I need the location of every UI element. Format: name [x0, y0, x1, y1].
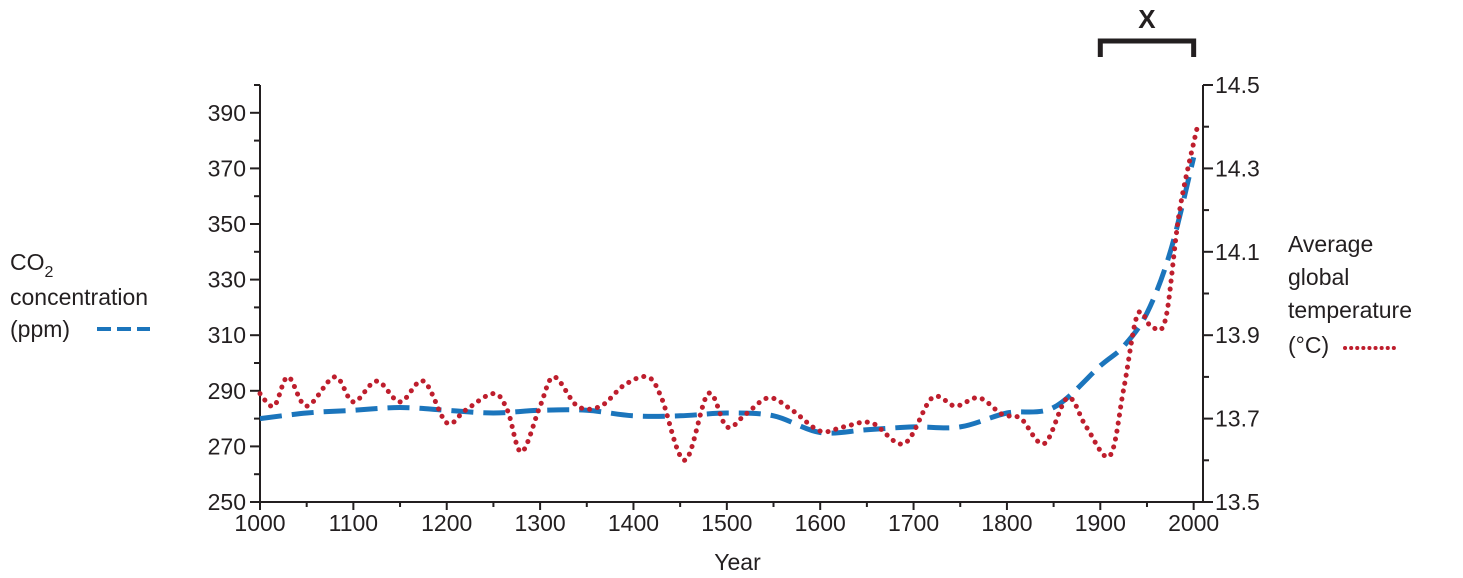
left-tick-label: 390	[208, 100, 246, 126]
right-tick-label: 13.7	[1215, 406, 1260, 432]
left-axis-title-line2: concentration	[10, 284, 148, 310]
x-tick-label: 1200	[421, 510, 472, 536]
right-tick-label: 14.1	[1215, 239, 1260, 265]
left-tick-label: 370	[208, 155, 246, 181]
left-y-ticks: 250 270 290 310 330 350 370 390	[208, 84, 260, 515]
left-axis-title-line3: (ppm)	[10, 316, 70, 342]
axes: 250 270 290 310 330 350 370 390 13.5 13.7 13.9 14.…	[208, 72, 1260, 536]
x-ticks: 1000 1100 1200 1300 1400 1500 1600 1700 1800 1900…	[234, 502, 1219, 536]
left-tick-label: 330	[208, 267, 246, 293]
x-tick-label: 1100	[329, 510, 378, 536]
x-tick-label: 1900	[1075, 510, 1126, 536]
right-axis-title: Average global temperature (°C)	[1288, 231, 1412, 358]
right-y-ticks: 13.5 13.7 13.9 14.1 14.3 14.5	[1203, 72, 1260, 515]
period-bracket: X	[1097, 4, 1197, 57]
left-tick-label: 250	[208, 489, 246, 515]
left-axis-title-co2: CO2	[10, 249, 54, 281]
right-axis-title-line4: (°C)	[1288, 332, 1329, 358]
right-axis-title-line3: temperature	[1288, 297, 1412, 323]
left-tick-label: 350	[208, 211, 246, 237]
x-tick-label: 1600	[795, 510, 846, 536]
x-axis-title: Year	[714, 549, 761, 575]
x-tick-label: 1700	[888, 510, 939, 536]
bracket-shape	[1097, 38, 1197, 57]
left-tick-label: 310	[208, 322, 246, 348]
x-tick-label: 1300	[515, 510, 566, 536]
left-axis-title: CO2 concentration (ppm)	[10, 249, 150, 342]
right-tick-label: 13.5	[1215, 489, 1260, 515]
left-tick-label: 290	[208, 378, 246, 404]
x-tick-label: 1800	[981, 510, 1032, 536]
temperature-series-line	[257, 120, 1201, 463]
right-tick-label: 14.3	[1215, 155, 1260, 181]
left-tick-label: 270	[208, 433, 246, 459]
right-tick-label: 14.5	[1215, 72, 1260, 98]
bracket-label: X	[1138, 4, 1156, 34]
co2-series-line	[259, 156, 1197, 436]
right-axis-title-line1: Average	[1288, 231, 1373, 257]
x-tick-label: 2000	[1168, 510, 1219, 536]
x-tick-label: 1400	[608, 510, 659, 536]
right-axis-title-line2: global	[1288, 264, 1349, 290]
x-tick-label: 1500	[701, 510, 752, 536]
series-layer	[257, 120, 1201, 463]
left-axis-title-main: CO	[10, 249, 45, 275]
right-tick-label: 13.9	[1215, 322, 1260, 348]
x-tick-label: 1000	[234, 510, 285, 536]
left-axis-title-subscript: 2	[45, 264, 54, 281]
